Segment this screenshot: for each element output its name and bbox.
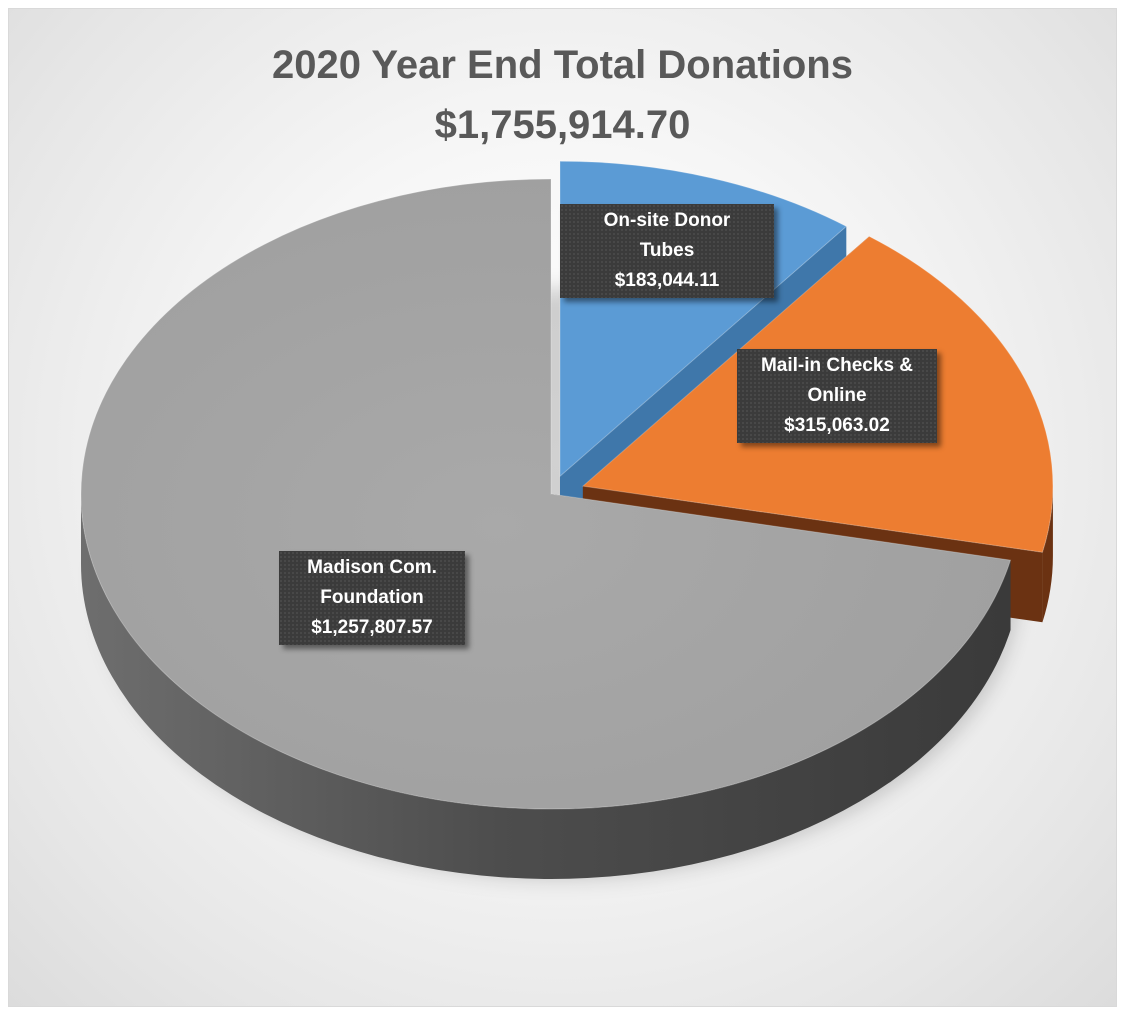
pie-slice-madison <box>80 178 1012 810</box>
data-label-onsite-line2: Tubes <box>639 240 695 261</box>
data-label-mailin-value: $315,063.02 <box>784 415 890 436</box>
data-label-onsite-line1: On-site Donor <box>603 210 731 231</box>
chart-subtitle: $1,755,914.70 <box>434 103 691 147</box>
chart-title: 2020 Year End Total Donations <box>272 43 853 87</box>
data-label-mailin-line1: Mail-in Checks & <box>760 355 914 376</box>
data-label-madison-line2: Foundation <box>320 587 424 608</box>
data-label-onsite: On-site Donor Tubes $183,044.11 <box>560 204 774 298</box>
data-label-madison-value: $1,257,807.57 <box>311 617 433 638</box>
data-label-onsite-value: $183,044.11 <box>614 270 720 291</box>
data-label-mailin-line2: Online <box>807 385 867 406</box>
pie-slice-mailin-side <box>1042 486 1053 623</box>
data-label-mailin: Mail-in Checks & Online $315,063.02 <box>737 349 937 443</box>
pie-slice-madison-side <box>81 494 1011 879</box>
chart-area: 2020 Year End Total Donations $1,755,914… <box>8 8 1117 1007</box>
pie-chart <box>80 160 1054 879</box>
data-label-madison-line1: Madison Com. <box>307 557 437 578</box>
data-label-madison: Madison Com. Foundation $1,257,807.57 <box>279 551 465 645</box>
